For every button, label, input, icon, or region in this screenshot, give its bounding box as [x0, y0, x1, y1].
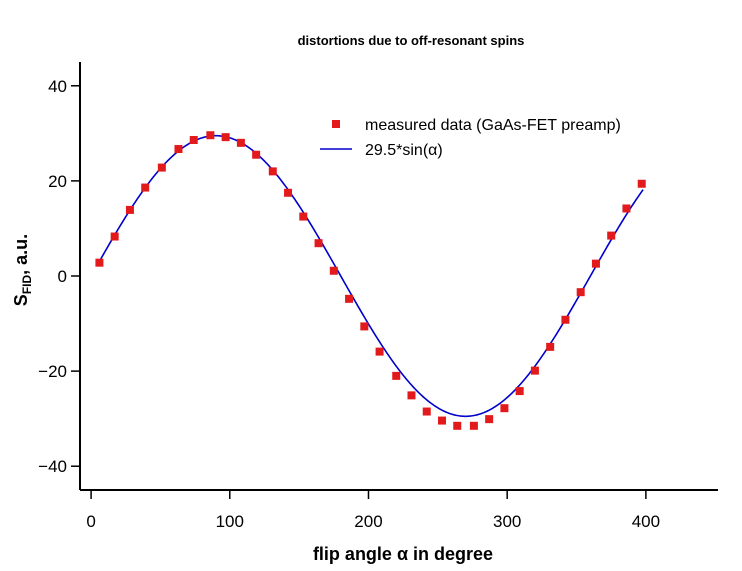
- data-point: [110, 232, 119, 241]
- data-point: [607, 231, 616, 240]
- y-ticks: 40 20 0 −20 −40: [38, 77, 80, 476]
- x-tick-label: 200: [354, 512, 382, 531]
- data-point: [141, 183, 150, 192]
- x-tick-label: 400: [632, 512, 660, 531]
- x-tick-label: 300: [493, 512, 521, 531]
- data-point: [299, 212, 308, 221]
- data-point: [469, 421, 478, 430]
- data-point: [515, 387, 524, 396]
- data-point: [221, 133, 230, 142]
- y-axis-label-main: S: [11, 294, 31, 306]
- data-point: [546, 342, 555, 351]
- data-point: [252, 150, 261, 159]
- data-point: [95, 258, 104, 267]
- data-point: [345, 294, 354, 303]
- data-point: [576, 288, 585, 297]
- data-point: [453, 421, 462, 430]
- data-point: [268, 167, 277, 176]
- data-point: [236, 138, 245, 147]
- x-ticks: 0 100 200 300 400: [86, 490, 660, 531]
- y-tick-label: −40: [38, 457, 67, 476]
- data-point: [174, 145, 183, 154]
- data-point: [125, 205, 134, 214]
- data-point: [284, 188, 293, 197]
- data-point: [392, 371, 401, 380]
- data-point: [206, 131, 215, 140]
- y-axis-label: SFID, a.u.: [11, 234, 34, 306]
- data-point: [329, 266, 338, 275]
- x-tick-label: 100: [216, 512, 244, 531]
- data-point: [485, 415, 494, 424]
- data-point: [189, 135, 198, 144]
- data-point: [530, 366, 539, 375]
- data-point: [422, 407, 431, 416]
- data-point: [407, 391, 416, 400]
- y-tick-label: 0: [58, 267, 67, 286]
- data-points: [95, 131, 646, 430]
- data-point: [314, 239, 323, 248]
- fit-line: [98, 134, 644, 418]
- legend-label-measured: measured data (GaAs-FET preamp): [365, 117, 621, 134]
- data-point: [360, 322, 369, 331]
- y-axis-label-sub: FID: [20, 275, 34, 295]
- data-point: [622, 204, 631, 213]
- data-point: [561, 315, 570, 324]
- data-point: [438, 416, 446, 425]
- x-axis-label: flip angle α in degree: [313, 544, 493, 564]
- legend-label-fit: 29.5*sin(α): [365, 142, 443, 159]
- data-point: [591, 259, 600, 268]
- y-tick-label: −20: [38, 362, 67, 381]
- data-point: [157, 163, 166, 172]
- data-point: [637, 179, 646, 188]
- x-tick-label: 0: [86, 512, 95, 531]
- y-tick-label: 20: [48, 172, 67, 191]
- y-axis-label-suffix: , a.u.: [11, 234, 31, 275]
- chart-title: distortions due to off-resonant spins: [298, 33, 525, 48]
- legend: measured data (GaAs-FET preamp) 29.5*sin…: [320, 117, 621, 159]
- data-point: [500, 404, 509, 413]
- data-point: [375, 347, 384, 356]
- y-tick-label: 40: [48, 77, 67, 96]
- legend-marker-icon: [332, 120, 340, 128]
